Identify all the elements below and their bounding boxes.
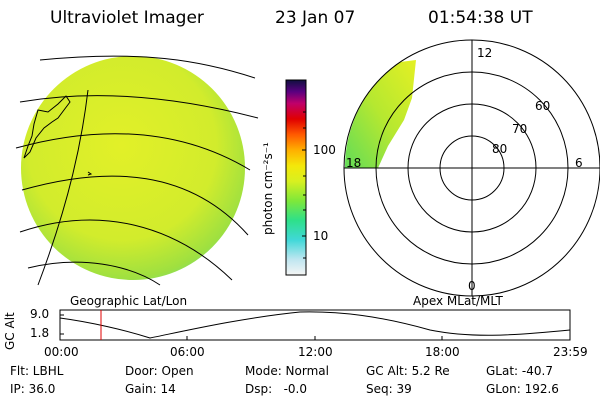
time-label: 01:54:38 UT <box>428 8 533 28</box>
instrument-title: Ultraviolet Imager <box>50 8 204 28</box>
altitude-xtick: 06:00 <box>170 345 205 359</box>
subpoint-marker <box>87 171 93 176</box>
geo-image <box>15 55 259 286</box>
door-value: Door: Open <box>125 364 194 378</box>
glon-value: GLon: 192.6 <box>486 382 559 396</box>
mode-value: Mode: Normal <box>245 364 329 378</box>
altitude-plot <box>59 309 571 341</box>
altitude-xtick: 00:00 <box>44 345 79 359</box>
colorbar <box>285 79 307 276</box>
mlt-label-12: 12 <box>477 46 493 60</box>
mlt-label-6: 6 <box>575 156 583 170</box>
colorbar-tick-100: 100 <box>313 143 336 157</box>
date-label: 23 Jan 07 <box>275 8 356 28</box>
altitude-xtick: 23:59 <box>553 345 588 359</box>
altitude-ytick-high: 9.0 <box>30 307 50 321</box>
seq-value: Seq: 39 <box>366 382 412 396</box>
mlat-label-70: 70 <box>512 122 528 136</box>
geo-caption: Geographic Lat/Lon <box>70 294 188 308</box>
mlat-label-60: 60 <box>535 99 551 113</box>
gain-value: Gain: 14 <box>125 382 176 396</box>
colorbar-tick-10: 10 <box>313 229 329 243</box>
polar-plot <box>343 39 600 297</box>
altitude-ytick-low: 1.8 <box>30 326 50 340</box>
mlt-label-0: 0 <box>468 279 476 293</box>
mlat-label-80: 80 <box>492 142 508 156</box>
polar-caption: Apex MLat/MLT <box>413 294 503 308</box>
colorbar-unit-label: photon cm⁻²s⁻¹ <box>261 142 275 235</box>
ip-value: IP: 36.0 <box>10 382 56 396</box>
glat-value: GLat: -40.7 <box>486 364 553 378</box>
altitude-ylabel: GC Alt <box>3 312 17 350</box>
altitude-xtick: 12:00 <box>298 345 333 359</box>
dsp-value: Dsp: -0.0 <box>245 382 308 396</box>
filter-value: Flt: LBHL <box>10 364 64 378</box>
altitude-xtick: 18:00 <box>425 345 460 359</box>
mlt-label-18: 18 <box>346 156 362 170</box>
gc-alt-value: GC Alt: 5.2 Re <box>366 364 450 378</box>
